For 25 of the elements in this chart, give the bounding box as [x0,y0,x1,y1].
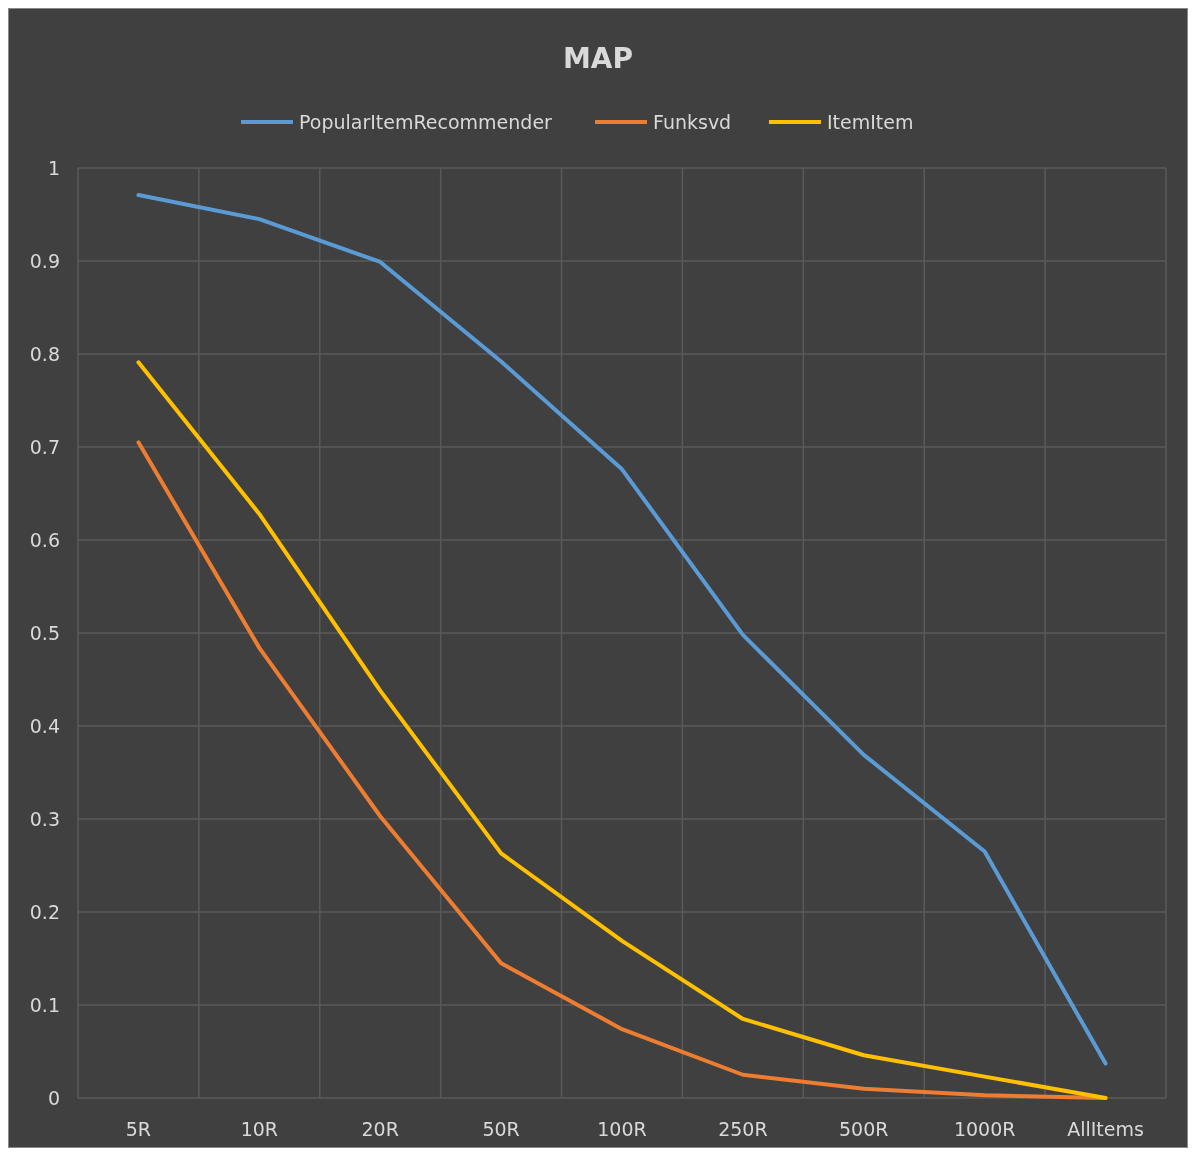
legend-label: Funksvd [653,111,732,133]
y-tick-label: 0.5 [29,622,60,644]
legend-label: ItemItem [827,111,914,133]
x-tick-label: 500R [839,1118,889,1140]
x-tick-label: 250R [718,1118,768,1140]
x-tick-label: 100R [597,1118,647,1140]
y-tick-label: 0.7 [29,436,60,458]
x-tick-label: 50R [482,1118,520,1140]
y-tick-label: 0 [47,1087,60,1109]
x-tick-label: 5R [125,1118,152,1140]
legend-label: PopularItemRecommender [299,111,553,133]
y-tick-label: 0.8 [29,343,60,365]
y-tick-label: 1 [47,157,60,179]
y-tick-label: 0.4 [29,715,60,737]
x-tick-label: 1000R [953,1118,1016,1140]
y-tick-label: 0.9 [29,250,60,272]
x-tick-label: 10R [240,1118,279,1140]
y-tick-label: 0.1 [29,994,60,1016]
y-tick-label: 0.3 [29,808,60,830]
x-tick-label: AllItems [1067,1118,1144,1140]
chart-title: MAP [562,42,634,75]
y-tick-label: 0.6 [29,529,60,551]
x-tick-label: 20R [361,1118,399,1140]
line-series [136,192,1108,1066]
y-tick-label: 0.2 [29,901,60,923]
